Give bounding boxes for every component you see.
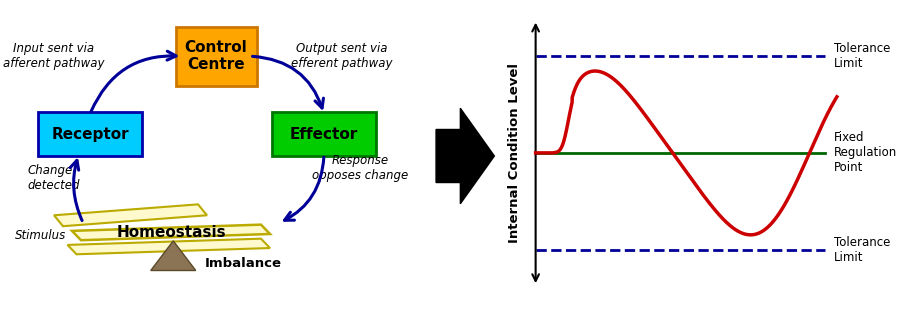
Text: Stimulus: Stimulus xyxy=(15,229,66,242)
Text: Response
opposes change: Response opposes change xyxy=(312,154,408,183)
Text: Effector: Effector xyxy=(290,127,358,142)
Polygon shape xyxy=(68,239,270,254)
Text: Control
Centre: Control Centre xyxy=(184,40,248,72)
Polygon shape xyxy=(54,204,207,226)
Text: Tolerance
Limit: Tolerance Limit xyxy=(833,41,890,70)
Text: Output sent via
efferent pathway: Output sent via efferent pathway xyxy=(292,42,392,70)
Text: Imbalance: Imbalance xyxy=(204,257,282,270)
Y-axis label: Internal Condition Level: Internal Condition Level xyxy=(508,63,521,243)
Polygon shape xyxy=(72,225,270,240)
Text: Fixed
Regulation
Point: Fixed Regulation Point xyxy=(833,131,897,174)
Text: Receptor: Receptor xyxy=(51,127,129,142)
Text: Input sent via
afferent pathway: Input sent via afferent pathway xyxy=(4,42,104,70)
FancyBboxPatch shape xyxy=(176,27,256,86)
Text: Homeostasis: Homeostasis xyxy=(116,225,226,240)
FancyArrow shape xyxy=(436,108,494,204)
FancyBboxPatch shape xyxy=(38,112,142,156)
Polygon shape xyxy=(151,241,196,271)
Text: Change
detected: Change detected xyxy=(27,164,79,192)
Text: Tolerance
Limit: Tolerance Limit xyxy=(833,236,890,264)
FancyBboxPatch shape xyxy=(272,112,376,156)
